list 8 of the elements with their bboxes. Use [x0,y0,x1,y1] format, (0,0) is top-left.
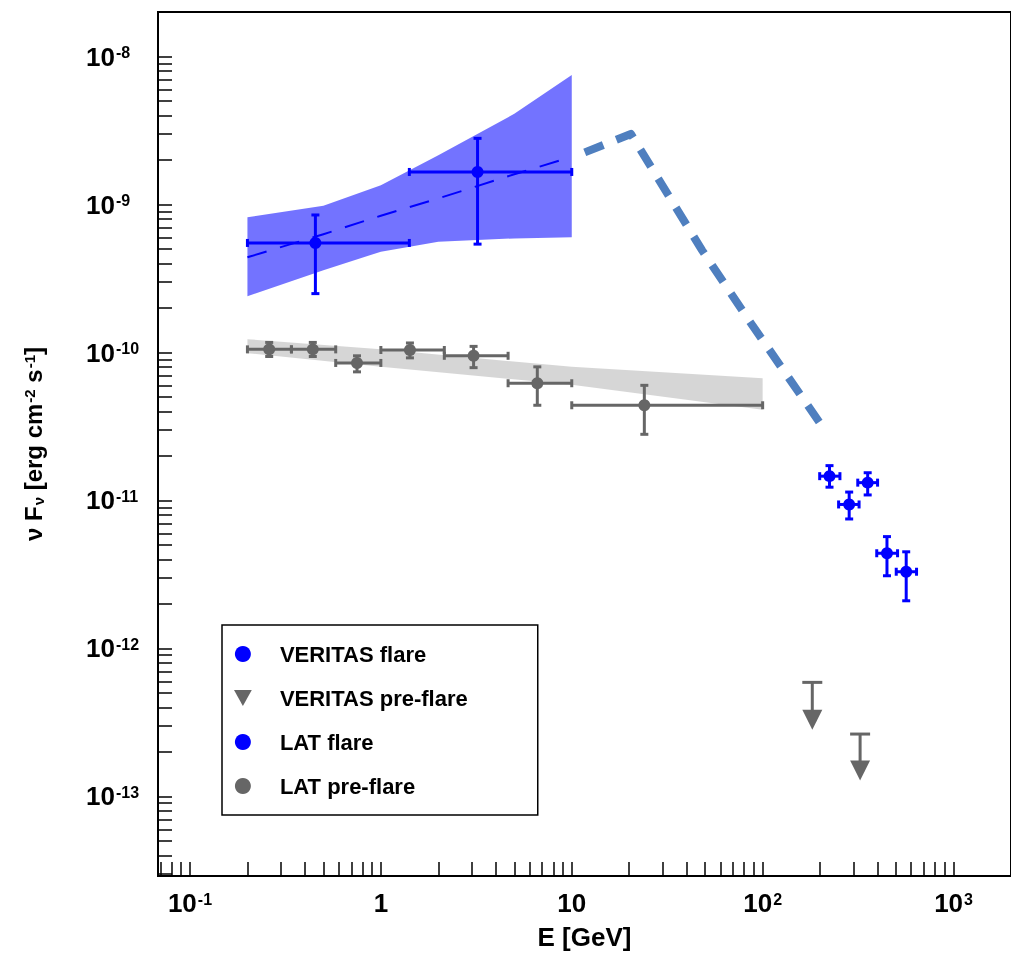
legend-label: VERITAS flare [279,641,427,667]
legend-label: LAT flare [279,729,374,755]
legend-label: LAT pre-flare [279,773,416,799]
legend-label: VERITAS pre-flare [279,685,468,711]
x-axis-title: E [GeV] [537,922,632,952]
x-tick-label: 10 [557,888,587,918]
y-axis-title: ν Fν [erg cm-2 s-1] [19,346,47,542]
x-tick-label: 1 [373,888,389,918]
